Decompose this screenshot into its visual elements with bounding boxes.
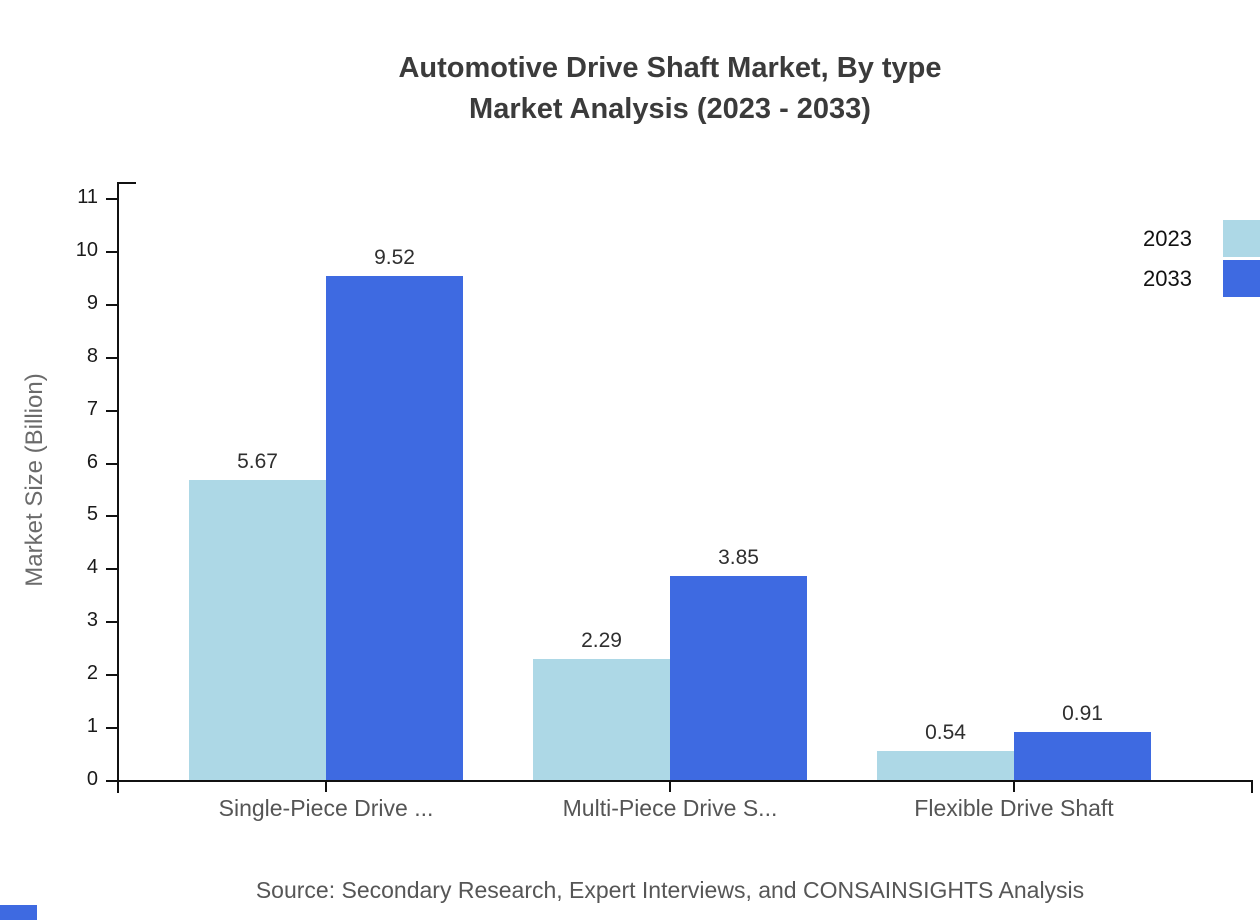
legend: 2023 2033 — [1140, 220, 1260, 300]
bar-2033-1 — [670, 576, 807, 780]
legend-item: 2023 — [1140, 220, 1260, 257]
y-axis-tick — [106, 251, 118, 253]
legend-swatch — [1223, 260, 1260, 297]
y-axis-tick — [106, 198, 118, 200]
bar-2033-0 — [326, 276, 463, 780]
x-axis-line — [106, 780, 1253, 782]
x-axis-tick — [325, 780, 327, 792]
legend-item: 2033 — [1140, 260, 1260, 297]
y-axis-tick — [106, 727, 118, 729]
y-axis-tick — [106, 304, 118, 306]
legend-label: 2033 — [1143, 265, 1192, 291]
y-axis-tick-label: 9 — [86, 292, 98, 314]
y-axis-tick — [106, 463, 118, 465]
y-axis-tick-label: 7 — [86, 398, 98, 420]
y-axis-tick-label: 11 — [77, 186, 98, 208]
x-axis-tick — [1013, 780, 1015, 792]
bar-value-label: 0.91 — [1062, 702, 1103, 725]
bar-value-label: 9.52 — [374, 246, 415, 269]
y-axis-tick — [106, 568, 118, 570]
y-axis-tick-label: 0 — [86, 768, 98, 790]
bar-2023-1 — [533, 659, 670, 780]
y-axis-tick-label: 4 — [86, 556, 98, 578]
y-axis-tick-label: 6 — [86, 451, 98, 473]
y-axis-top-cap — [117, 182, 136, 184]
y-axis-tick-label: 5 — [86, 503, 98, 525]
y-axis-line — [117, 183, 119, 793]
y-axis-tick — [106, 674, 118, 676]
y-axis-tick-label: 1 — [86, 715, 98, 737]
bar-2023-2 — [877, 751, 1014, 780]
brand-logo-block — [0, 905, 37, 920]
bar-2033-2 — [1014, 732, 1151, 780]
y-axis-tick — [106, 410, 118, 412]
chart-title-line-2: Market Analysis (2023 - 2033) — [469, 93, 871, 125]
y-axis-tick — [106, 357, 118, 359]
x-category-label: Single-Piece Drive ... — [218, 795, 434, 821]
bar-value-label: 3.85 — [718, 546, 759, 569]
x-category-label: Flexible Drive Shaft — [914, 795, 1114, 821]
x-axis-tick — [669, 780, 671, 792]
chart-title: Automotive Drive Shaft Market, By type M… — [118, 48, 1222, 130]
x-axis-end-tick — [1251, 780, 1253, 793]
bar-value-label: 0.54 — [925, 721, 966, 744]
source-note: Source: Secondary Research, Expert Inter… — [255, 877, 1085, 903]
y-axis-tick — [106, 621, 118, 623]
bar-2023-0 — [189, 480, 326, 780]
y-axis-tick-label: 3 — [86, 609, 98, 631]
y-axis-tick-label: 10 — [75, 239, 98, 261]
bar-value-label: 5.67 — [237, 450, 278, 473]
bar-value-label: 2.29 — [581, 629, 622, 652]
x-category-label: Multi-Piece Drive S... — [562, 795, 778, 821]
y-axis-tick-label: 8 — [86, 345, 98, 367]
y-axis-tick-label: 2 — [86, 662, 98, 684]
legend-label: 2023 — [1143, 225, 1192, 251]
y-axis-tick — [106, 515, 118, 517]
y-axis-tick — [106, 780, 118, 782]
legend-swatch — [1223, 220, 1260, 257]
chart-title-line-1: Automotive Drive Shaft Market, By type — [398, 52, 942, 84]
